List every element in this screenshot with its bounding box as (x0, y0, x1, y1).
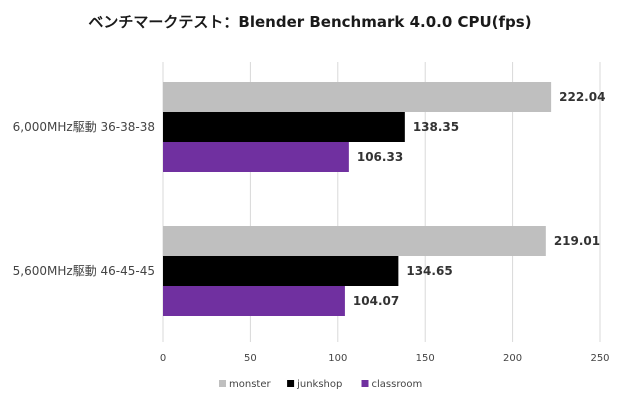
legend-swatch (219, 380, 226, 387)
bar-classroom (163, 286, 345, 316)
bar-junkshop (163, 256, 399, 286)
data-label-monster: 219.01 (554, 234, 600, 248)
legend-item-monster: monster (219, 379, 271, 390)
data-label-monster: 222.04 (559, 90, 605, 104)
legend-item-junkshop: junkshop (287, 379, 342, 390)
legend: monster junkshop classroom (219, 379, 422, 390)
legend-item-classroom: classroom (361, 379, 423, 390)
legend-swatch (361, 380, 369, 387)
bar-junkshop (163, 112, 405, 142)
legend-label: monster (229, 379, 271, 390)
bar-monster (163, 226, 546, 256)
category-labels: 6,000MHz駆動 36-38-38 5,600MHz駆動 46-45-45 (13, 120, 155, 278)
x-tick-label: 200 (503, 353, 522, 364)
category-label: 5,600MHz駆動 46-45-45 (13, 264, 155, 278)
legend-swatch (287, 380, 295, 387)
x-tick-label: 250 (590, 353, 609, 364)
x-tick-label: 0 (160, 353, 166, 364)
data-label-junkshop: 134.65 (406, 264, 452, 278)
x-tick-label: 150 (416, 353, 435, 364)
x-tick-label: 50 (244, 353, 257, 364)
x-tick-labels: 0 50 100 150 200 250 (160, 353, 610, 364)
category-label: 6,000MHz駆動 36-38-38 (13, 120, 155, 134)
bar-classroom (163, 142, 349, 172)
bars: 222.04 138.35 106.33 219.01 134.65 104.07 (163, 82, 605, 316)
data-label-junkshop: 138.35 (413, 120, 459, 134)
legend-label: junkshop (296, 379, 342, 390)
data-label-classroom: 104.07 (353, 294, 399, 308)
chart-title: ベンチマークテスト：Blender Benchmark 4.0.0 CPU(fp… (88, 13, 531, 31)
x-tick-label: 100 (328, 353, 347, 364)
bar-monster (163, 82, 552, 112)
legend-label: classroom (372, 379, 423, 390)
data-label-classroom: 106.33 (357, 150, 403, 164)
